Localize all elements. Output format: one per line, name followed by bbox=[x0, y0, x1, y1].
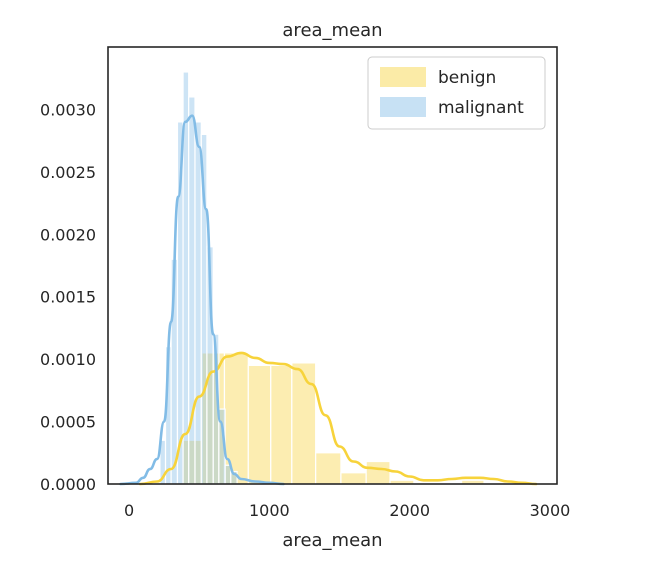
x-tick-label-0: 0 bbox=[124, 501, 134, 520]
malignant-kde-line bbox=[119, 114, 285, 486]
y-tick-label-1: 0.0005 bbox=[40, 413, 96, 432]
x-axis-ticks: 0 1000 2000 3000 bbox=[124, 501, 570, 520]
x-tick-label-2: 2000 bbox=[389, 501, 430, 520]
benign-bar-8 bbox=[365, 460, 391, 485]
benign-bar-7 bbox=[340, 472, 367, 485]
benign-bar-2 bbox=[223, 352, 249, 485]
plot-frame bbox=[107, 46, 558, 485]
legend-swatch-malignant bbox=[380, 97, 426, 117]
benign-kde-line bbox=[139, 351, 538, 486]
y-tick-label-2: 0.0010 bbox=[40, 350, 96, 369]
x-tick-label-3: 3000 bbox=[530, 501, 571, 520]
legend-label-benign: benign bbox=[438, 68, 496, 88]
chart-title: area_mean bbox=[282, 20, 382, 41]
x-axis-label: area_mean bbox=[282, 530, 382, 551]
benign-bar-3 bbox=[247, 364, 272, 485]
y-axis-ticks: 0.0000 0.0005 0.0010 0.0015 0.0020 0.0025 0.00… bbox=[40, 100, 96, 494]
legend-box bbox=[367, 56, 546, 130]
benign-bar-4 bbox=[270, 364, 293, 485]
legend: benign malignant bbox=[367, 56, 546, 130]
y-tick-label-5: 0.0025 bbox=[40, 163, 96, 182]
x-tick-label-1: 1000 bbox=[249, 501, 290, 520]
y-tick-label-6: 0.0030 bbox=[40, 100, 96, 119]
y-tick-label-4: 0.0020 bbox=[40, 225, 96, 244]
legend-swatch-benign bbox=[380, 67, 426, 87]
legend-label-malignant: malignant bbox=[438, 98, 524, 118]
y-tick-label-3: 0.0015 bbox=[40, 288, 96, 307]
kde-curves bbox=[119, 114, 538, 486]
malignant-bar-6 bbox=[194, 121, 202, 485]
benign-bar-5 bbox=[291, 362, 317, 485]
benign-bar-6 bbox=[315, 452, 342, 485]
y-tick-label-0: 0.0000 bbox=[40, 475, 96, 494]
